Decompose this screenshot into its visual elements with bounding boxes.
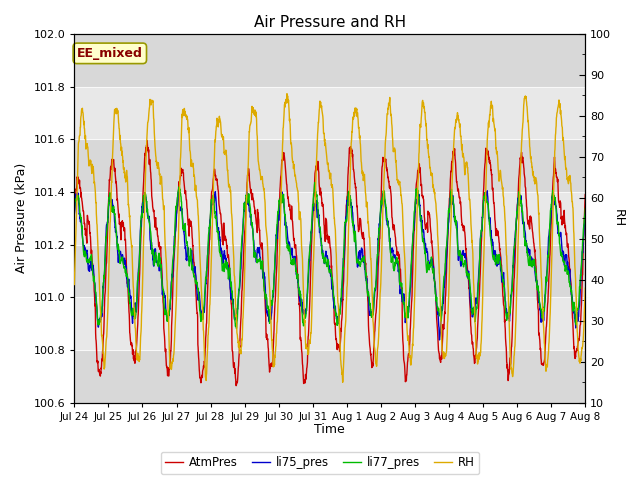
Line: li75_pres: li75_pres xyxy=(74,191,585,340)
li77_pres xyxy=(311,180,319,185)
Y-axis label: RH: RH xyxy=(612,209,625,228)
li75_pres xyxy=(344,197,352,203)
RH xyxy=(356,132,364,138)
RH xyxy=(581,286,589,291)
li77_pres xyxy=(537,305,545,311)
Bar xyxy=(74,192,585,245)
li77_pres xyxy=(70,206,78,212)
X-axis label: Time: Time xyxy=(314,423,345,436)
RH xyxy=(283,91,291,96)
li77_pres xyxy=(232,325,240,331)
li77_pres xyxy=(213,223,221,229)
AtmPres xyxy=(551,158,559,164)
Line: li77_pres: li77_pres xyxy=(74,182,585,328)
RH xyxy=(339,379,346,385)
AtmPres xyxy=(345,164,353,169)
li77_pres xyxy=(551,197,559,203)
li75_pres xyxy=(537,310,545,316)
li75_pres xyxy=(483,188,491,194)
AtmPres xyxy=(143,138,151,144)
Bar xyxy=(74,86,585,139)
Y-axis label: Air Pressure (kPa): Air Pressure (kPa) xyxy=(15,163,28,274)
AtmPres xyxy=(356,216,364,222)
Bar xyxy=(74,350,585,403)
li75_pres xyxy=(436,337,444,343)
li75_pres xyxy=(355,251,363,257)
RH xyxy=(213,121,221,127)
li75_pres xyxy=(581,211,589,217)
li77_pres xyxy=(345,189,353,194)
RH xyxy=(479,308,486,313)
Bar xyxy=(74,139,585,192)
AtmPres xyxy=(232,383,240,388)
AtmPres xyxy=(581,192,589,197)
Bar xyxy=(74,298,585,350)
RH xyxy=(551,148,559,154)
Text: EE_mixed: EE_mixed xyxy=(77,47,143,60)
li77_pres xyxy=(356,260,364,265)
AtmPres xyxy=(213,176,221,182)
RH xyxy=(70,282,78,288)
li75_pres xyxy=(70,211,78,217)
Legend: AtmPres, li75_pres, li77_pres, RH: AtmPres, li75_pres, li77_pres, RH xyxy=(161,452,479,474)
AtmPres xyxy=(537,346,545,351)
Title: Air Pressure and RH: Air Pressure and RH xyxy=(253,15,406,30)
Line: AtmPres: AtmPres xyxy=(74,141,585,385)
RH xyxy=(345,223,353,229)
li75_pres xyxy=(213,213,221,219)
Bar xyxy=(74,245,585,298)
li77_pres xyxy=(479,220,486,226)
Bar xyxy=(74,34,585,86)
li75_pres xyxy=(551,202,559,207)
RH xyxy=(537,253,545,259)
li77_pres xyxy=(581,205,589,211)
Line: RH: RH xyxy=(74,94,585,382)
AtmPres xyxy=(70,211,78,216)
li75_pres xyxy=(478,226,486,232)
AtmPres xyxy=(479,218,486,224)
